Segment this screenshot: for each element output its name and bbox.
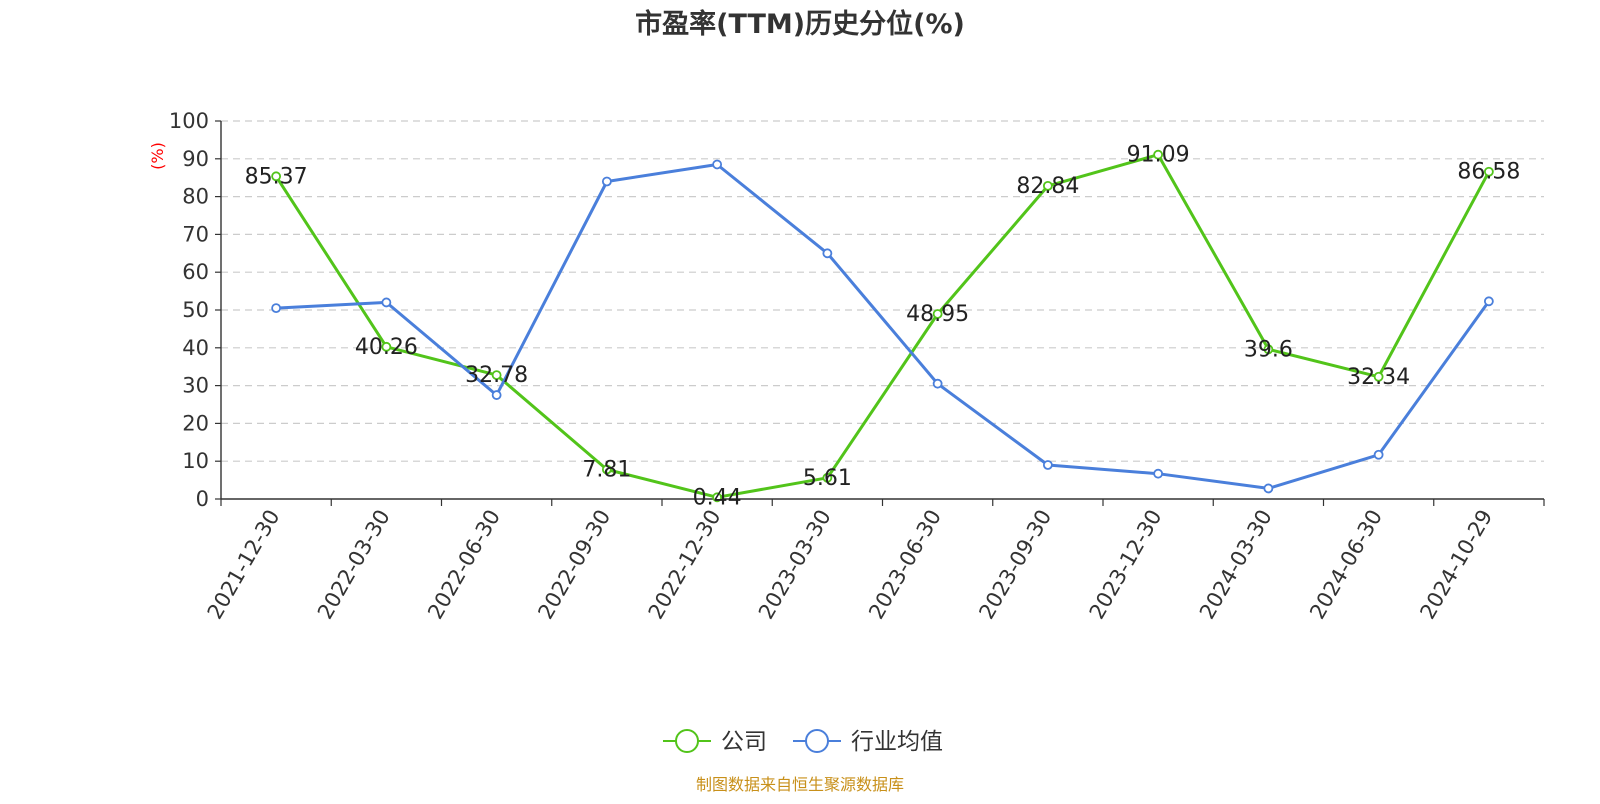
data-label: 32.78	[465, 363, 528, 388]
data-point[interactable]	[1042, 180, 1053, 191]
data-label: 0.44	[693, 485, 742, 510]
y-tick-label: 20	[182, 411, 209, 435]
x-tick-label: 2021-12-30	[203, 506, 285, 624]
chart-title: 市盈率(TTM)历史分位(%)	[635, 8, 965, 40]
data-label: 5.61	[803, 466, 852, 491]
x-tick-label: 2022-03-30	[313, 506, 395, 624]
legend-marker	[805, 729, 829, 753]
legend-label: 行业均值	[851, 729, 943, 755]
data-point[interactable]	[1373, 449, 1384, 460]
x-tick-label: 2022-12-30	[644, 506, 726, 624]
data-label: 91.09	[1127, 143, 1190, 168]
data-point[interactable]	[1483, 166, 1494, 177]
data-point[interactable]	[381, 341, 392, 352]
source-note: 制图数据来自恒生聚源数据库	[696, 775, 904, 794]
legend-item-2[interactable]: 行业均值	[793, 729, 943, 755]
grid-lines	[221, 120, 1544, 462]
x-tick-label: 2022-06-30	[423, 506, 505, 624]
data-point[interactable]	[1153, 149, 1164, 160]
y-tick-label: 90	[182, 147, 209, 171]
data-label: 48.95	[906, 302, 969, 327]
data-point[interactable]	[271, 303, 282, 314]
y-tick-label: 80	[182, 185, 209, 209]
y-tick-label: 30	[182, 374, 209, 398]
data-point[interactable]	[1153, 468, 1164, 479]
y-tick-label: 70	[182, 222, 209, 246]
data-label: 85.37	[245, 164, 308, 189]
data-label: 32.34	[1347, 365, 1410, 390]
data-point[interactable]	[822, 472, 833, 483]
data-point[interactable]	[1373, 371, 1384, 382]
data-point[interactable]	[601, 176, 612, 187]
y-axis-label: (%)	[148, 142, 167, 170]
data-point[interactable]	[932, 309, 943, 319]
data-point[interactable]	[712, 159, 723, 170]
x-tick-label: 2023-03-30	[754, 506, 836, 624]
series-line-2	[276, 163, 1491, 490]
data-label: 40.26	[355, 335, 418, 360]
legend-item-1[interactable]: 公司	[663, 729, 767, 755]
data-point[interactable]	[1263, 344, 1274, 355]
data-point[interactable]	[822, 248, 833, 259]
legend-label: 公司	[721, 729, 767, 755]
x-tick-label: 2022-09-30	[533, 506, 615, 624]
data-point[interactable]	[1042, 460, 1053, 470]
data-point[interactable]	[932, 378, 943, 389]
data-label: 82.84	[1016, 174, 1079, 199]
data-point[interactable]	[1263, 483, 1274, 494]
y-tick-label: 0	[196, 487, 209, 511]
y-tick-label: 40	[182, 336, 209, 360]
x-tick-label: 2024-10-29	[1415, 506, 1497, 624]
data-labels: 85.37 40.26 32.78 7.81 0.44 5.61 48.95 82.84 91.…	[245, 143, 1521, 511]
data-point[interactable]	[712, 492, 723, 503]
series-layer	[271, 149, 1494, 503]
x-tick-label: 2024-03-30	[1195, 506, 1277, 624]
data-label: 39.6	[1244, 337, 1293, 362]
data-point[interactable]	[1483, 296, 1494, 307]
legend-marker	[675, 729, 699, 753]
legend[interactable]: 公司 行业均值	[663, 729, 943, 755]
x-tick-label: 2023-06-30	[864, 506, 946, 624]
y-tick-label: 10	[182, 449, 209, 473]
data-point[interactable]	[381, 297, 392, 308]
series-line-1	[274, 153, 1491, 499]
data-point[interactable]	[491, 390, 502, 400]
y-tick-label: 60	[182, 260, 209, 284]
data-label: 86.58	[1457, 160, 1520, 185]
data-point[interactable]	[491, 370, 502, 380]
data-point[interactable]	[601, 464, 612, 475]
y-tick-label: 100	[169, 109, 209, 133]
y-tick-label: 50	[182, 298, 209, 322]
x-tick-label: 2024-06-30	[1305, 506, 1387, 624]
data-label: 7.81	[582, 457, 631, 482]
x-tick-label: 2023-09-30	[974, 506, 1056, 624]
data-point[interactable]	[271, 171, 282, 182]
x-tick-label: 2023-12-30	[1085, 506, 1167, 624]
